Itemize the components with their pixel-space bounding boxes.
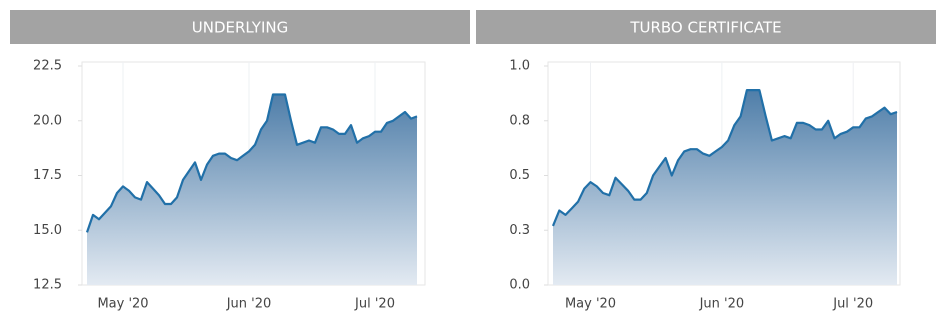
line (551, 89, 898, 227)
y-tick-label: 0.8 (509, 113, 530, 128)
y-tick-label: 0.3 (509, 223, 530, 238)
y-tick-label: 1.0 (509, 59, 530, 74)
x-tick-label: Jun '20 (699, 297, 745, 312)
y-tick-label: 0.0 (509, 278, 530, 293)
panel-title: TURBO CERTIFICATE (629, 19, 781, 37)
area (553, 90, 897, 285)
area (87, 94, 417, 285)
y-tick-label: 20.0 (33, 113, 62, 128)
line (85, 93, 418, 233)
y-tick-label: 15.0 (33, 223, 62, 238)
x-tick-label: May '20 (97, 297, 148, 312)
y-tick-label: 17.5 (33, 168, 62, 183)
panel-title: UNDERLYING (192, 19, 288, 37)
y-tick-label: 12.5 (33, 278, 62, 293)
x-tick-label: Jul '20 (832, 297, 873, 312)
y-tick-label: 0.5 (509, 168, 530, 183)
x-tick-label: Jul '20 (354, 297, 395, 312)
x-tick-label: May '20 (565, 297, 616, 312)
x-tick-label: Jun '20 (226, 297, 272, 312)
header (476, 10, 936, 44)
header (10, 10, 470, 44)
y-tick-label: 22.5 (33, 59, 62, 74)
